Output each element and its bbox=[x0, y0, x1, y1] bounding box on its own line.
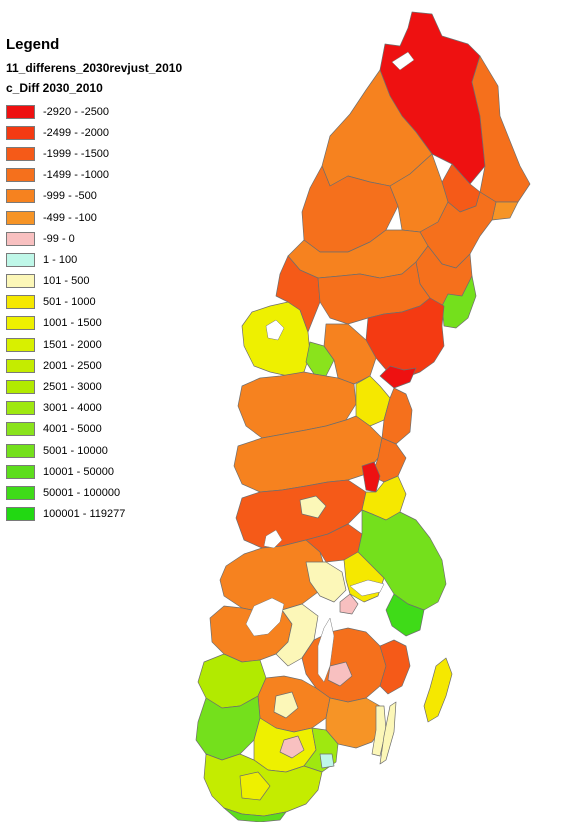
map-region bbox=[239, 771, 271, 801]
legend-swatch bbox=[6, 485, 35, 500]
map-region bbox=[273, 691, 299, 719]
layer-name: 11_differens_2030revjust_2010 bbox=[6, 61, 183, 75]
lake-siljan bbox=[263, 529, 283, 549]
legend-range-label: -1999 - -1500 bbox=[43, 147, 110, 160]
legend-item: 4001 - 5000 bbox=[6, 419, 236, 440]
sweden-municipality-map bbox=[195, 11, 531, 822]
legend-range-label: -2499 - -2000 bbox=[43, 126, 110, 139]
map-region bbox=[275, 255, 321, 333]
legend-range-label: -1499 - -1000 bbox=[43, 169, 110, 182]
legend-item: -999 - -500 bbox=[6, 186, 236, 207]
legend-item: 1001 - 1500 bbox=[6, 313, 236, 334]
map-region bbox=[379, 701, 397, 765]
legend-swatch bbox=[6, 337, 35, 352]
legend-swatch bbox=[6, 125, 35, 140]
legend-item: 2501 - 3000 bbox=[6, 376, 236, 397]
legend-item: -1499 - -1000 bbox=[6, 165, 236, 186]
legend-item: -1999 - -1500 bbox=[6, 143, 236, 164]
legend-item: -499 - -100 bbox=[6, 207, 236, 228]
legend-item: 3001 - 4000 bbox=[6, 398, 236, 419]
map-region bbox=[299, 495, 327, 519]
legend-swatch bbox=[6, 146, 35, 161]
legend-range-label: 4001 - 5000 bbox=[43, 423, 102, 436]
legend-swatch bbox=[6, 422, 35, 437]
lake-storsjon bbox=[265, 319, 285, 341]
legend-range-label: -2920 - -2500 bbox=[43, 105, 110, 118]
map-region bbox=[223, 807, 287, 822]
lake-torne bbox=[391, 51, 415, 71]
lake-vanern bbox=[245, 597, 285, 637]
map-region bbox=[379, 639, 411, 695]
map-region bbox=[423, 657, 453, 723]
legend-item: 5001 - 10000 bbox=[6, 440, 236, 461]
legend-range-label: 2001 - 2500 bbox=[43, 359, 102, 372]
map-region bbox=[275, 603, 319, 667]
map-region bbox=[305, 561, 347, 603]
legend-range-label: 101 - 500 bbox=[43, 275, 90, 288]
legend-swatch bbox=[6, 464, 35, 479]
lake-malaren bbox=[349, 579, 385, 597]
legend-range-label: 100001 - 119277 bbox=[43, 508, 126, 521]
legend-item: -2920 - -2500 bbox=[6, 101, 236, 122]
field-name: c_Diff 2030_2010 bbox=[6, 81, 103, 95]
map-region bbox=[371, 705, 387, 757]
legend-swatch bbox=[6, 507, 35, 522]
legend-item: 1 - 100 bbox=[6, 249, 236, 270]
legend-item: 50001 - 100000 bbox=[6, 482, 236, 503]
map-legend: Legend 11_differens_2030revjust_2010 c_D… bbox=[6, 36, 236, 525]
legend-item: 101 - 500 bbox=[6, 271, 236, 292]
legend-range-label: -499 - -100 bbox=[43, 211, 97, 224]
legend-range-label: 5001 - 10000 bbox=[43, 444, 108, 457]
legend-item: 10001 - 50000 bbox=[6, 461, 236, 482]
legend-class-list: -2920 - -2500 -2499 - -2000 -1999 - -1500 -… bbox=[6, 101, 236, 525]
legend-range-label: 1501 - 2000 bbox=[43, 338, 102, 351]
legend-swatch bbox=[6, 189, 35, 204]
legend-swatch bbox=[6, 252, 35, 267]
legend-range-label: -99 - 0 bbox=[43, 232, 75, 245]
legend-swatch bbox=[6, 210, 35, 225]
legend-item: 501 - 1000 bbox=[6, 292, 236, 313]
legend-swatch bbox=[6, 380, 35, 395]
map-region bbox=[365, 297, 445, 379]
legend-range-label: 501 - 1000 bbox=[43, 296, 96, 309]
legend-range-label: 10001 - 50000 bbox=[43, 465, 114, 478]
legend-title: Legend bbox=[6, 36, 60, 53]
legend-range-label: 1 - 100 bbox=[43, 253, 78, 266]
map-region bbox=[319, 753, 335, 769]
map-region bbox=[339, 593, 359, 615]
legend-swatch bbox=[6, 295, 35, 310]
legend-range-label: 50001 - 100000 bbox=[43, 486, 121, 499]
map-region bbox=[491, 201, 519, 221]
legend-swatch bbox=[6, 443, 35, 458]
legend-swatch bbox=[6, 358, 35, 373]
map-region bbox=[327, 661, 353, 687]
map-region bbox=[325, 697, 385, 749]
legend-swatch bbox=[6, 401, 35, 416]
map-region bbox=[279, 735, 305, 759]
legend-swatch bbox=[6, 104, 35, 119]
legend-swatch bbox=[6, 168, 35, 183]
map-region bbox=[385, 593, 425, 637]
legend-range-label: 3001 - 4000 bbox=[43, 402, 102, 415]
legend-swatch bbox=[6, 274, 35, 289]
legend-item: -99 - 0 bbox=[6, 228, 236, 249]
legend-item: 100001 - 119277 bbox=[6, 504, 236, 525]
legend-range-label: -999 - -500 bbox=[43, 190, 97, 203]
legend-swatch bbox=[6, 231, 35, 246]
legend-swatch bbox=[6, 316, 35, 331]
legend-item: 2001 - 2500 bbox=[6, 355, 236, 376]
map-region bbox=[323, 323, 377, 385]
map-region bbox=[361, 461, 381, 493]
legend-item: -2499 - -2000 bbox=[6, 122, 236, 143]
legend-range-label: 1001 - 1500 bbox=[43, 317, 102, 330]
legend-range-label: 2501 - 3000 bbox=[43, 381, 102, 394]
lake-vattern bbox=[317, 617, 335, 683]
legend-item: 1501 - 2000 bbox=[6, 334, 236, 355]
